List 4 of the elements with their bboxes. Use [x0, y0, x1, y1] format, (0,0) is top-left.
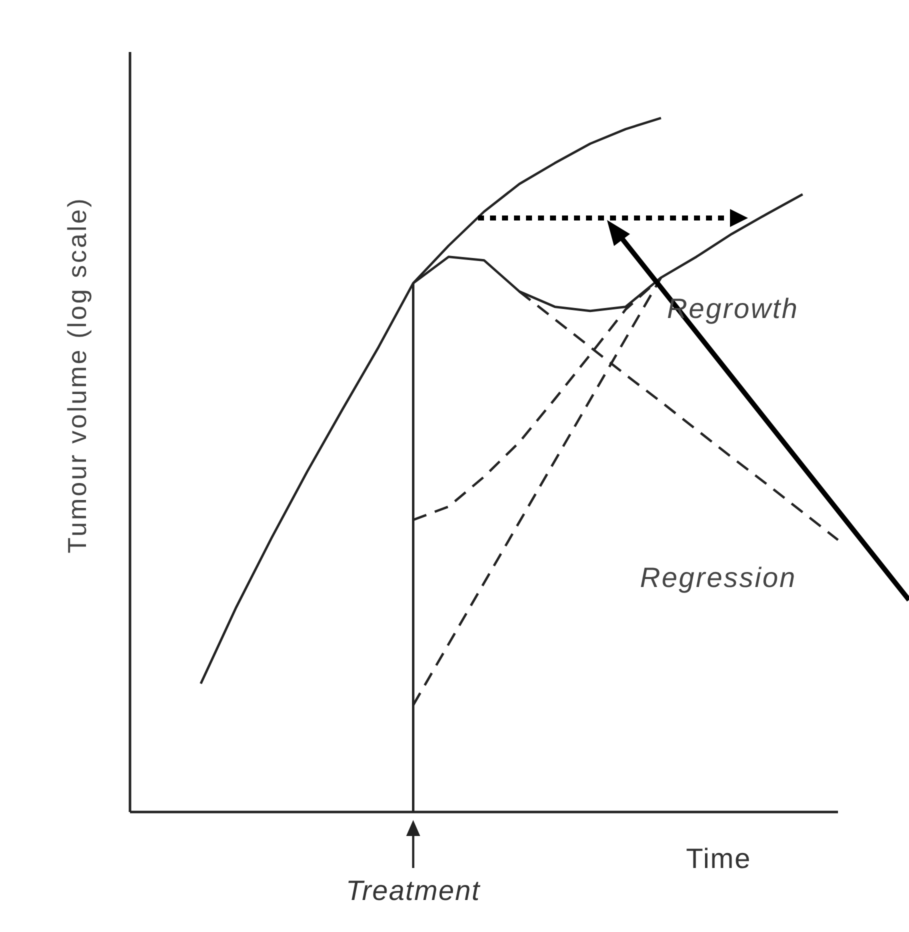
y-axis-title: Tumour volume (log scale)	[62, 196, 92, 554]
x-axis-title: Time	[686, 843, 752, 874]
text: Treatment	[346, 875, 481, 906]
annotation: Regression	[640, 562, 797, 593]
